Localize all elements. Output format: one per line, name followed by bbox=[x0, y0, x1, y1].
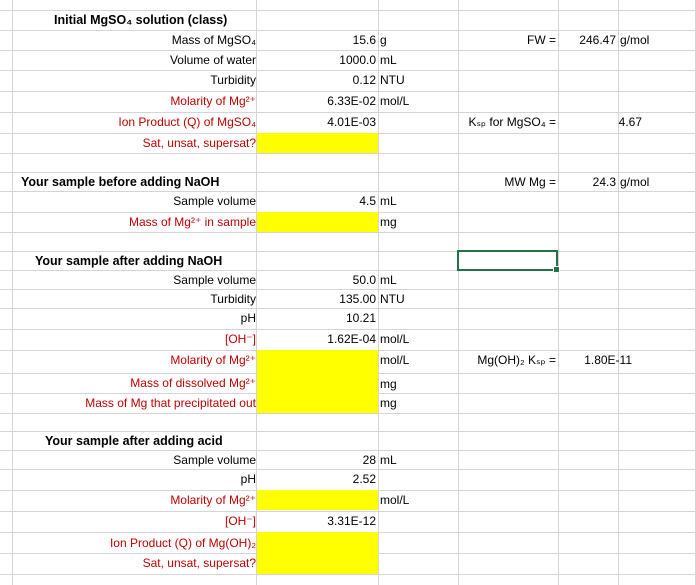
label-oh-naoh: [OH⁻] bbox=[224, 332, 256, 346]
unit-turbidity-naoh: NTU bbox=[380, 292, 405, 306]
unit-mass-mgso4: g bbox=[380, 33, 387, 47]
unit-turbidity-initial: NTU bbox=[380, 73, 405, 87]
gridline bbox=[0, 91, 696, 92]
gridline bbox=[0, 450, 696, 451]
section-title-initial: Initial MgSO₄ solution (class) bbox=[54, 13, 228, 27]
input-sat-initial[interactable] bbox=[257, 133, 378, 153]
label-volume-water: Volume of water bbox=[169, 53, 256, 67]
label-sat-initial: Sat, unsat, supersat? bbox=[142, 136, 256, 150]
input-molarity-acid[interactable] bbox=[257, 490, 378, 510]
gridline bbox=[0, 270, 696, 271]
value-mgoh-ksp[interactable]: 1.80E-11 bbox=[584, 353, 632, 367]
label-fw: FW = bbox=[527, 33, 556, 47]
label-precipitated-mg: Mass of Mg that precipitated out bbox=[85, 396, 256, 410]
value-oh-naoh[interactable]: 1.62E-04 bbox=[327, 332, 376, 346]
gridline bbox=[0, 172, 696, 173]
selected-cell[interactable] bbox=[457, 250, 560, 273]
value-volume-water[interactable]: 1000.0 bbox=[339, 53, 376, 67]
unit-oh-naoh: mol/L bbox=[380, 332, 410, 346]
label-molarity-naoh: Molarity of Mg²⁺ bbox=[170, 353, 256, 367]
label-oh-acid: [OH⁻] bbox=[224, 514, 256, 528]
label-mgoh-ksp: Mg(OH)₂ Kₛₚ = bbox=[477, 353, 556, 367]
gridline bbox=[558, 0, 559, 585]
label-mw-mg: MW Mg = bbox=[504, 175, 556, 189]
label-mass-mgso4: Mass of MgSO₄ bbox=[171, 33, 256, 47]
unit-precipitated-mg: mg bbox=[380, 396, 397, 410]
gridline bbox=[0, 574, 696, 575]
gridline bbox=[0, 511, 696, 512]
unit-mw-mg: g/mol bbox=[620, 175, 650, 189]
gridline bbox=[0, 50, 696, 51]
gridline bbox=[256, 0, 257, 585]
gridline bbox=[0, 191, 696, 192]
label-dissolved-mg: Mass of dissolved Mg²⁺ bbox=[130, 376, 256, 390]
label-molarity-acid: Molarity of Mg²⁺ bbox=[170, 493, 256, 507]
value-turbidity-naoh[interactable]: 135.00 bbox=[339, 292, 376, 306]
gridline bbox=[618, 0, 619, 585]
value-ksp-mgso4[interactable]: 4.67 bbox=[618, 115, 642, 129]
gridline bbox=[12, 0, 13, 585]
gridline bbox=[0, 413, 696, 414]
gridline bbox=[458, 0, 459, 585]
gridline bbox=[0, 70, 696, 71]
unit-dissolved-mg: mg bbox=[380, 377, 397, 391]
unit-volume-water: mL bbox=[380, 53, 397, 67]
section-title-after-naoh: Your sample after adding NaOH bbox=[35, 254, 223, 268]
unit-sample-volume-acid: mL bbox=[380, 453, 397, 467]
gridline bbox=[0, 30, 696, 31]
label-ksp-mgso4: Kₛₚ for MgSO₄ = bbox=[468, 115, 556, 129]
unit-sample-volume-naoh: mL bbox=[380, 273, 397, 287]
gridline bbox=[0, 289, 696, 290]
label-ion-product-mgso4: Ion Product (Q) of MgSO₄ bbox=[118, 115, 256, 129]
value-sample-volume-before[interactable]: 4.5 bbox=[359, 194, 376, 208]
label-ph-acid: pH bbox=[240, 472, 256, 486]
unit-sample-volume-before: mL bbox=[380, 194, 397, 208]
label-sat-acid: Sat, unsat, supersat? bbox=[142, 556, 256, 570]
gridline bbox=[378, 0, 379, 585]
value-mw-mg[interactable]: 24.3 bbox=[592, 175, 616, 189]
value-molarity-initial[interactable]: 6.33E-02 bbox=[327, 94, 376, 108]
gridline bbox=[0, 431, 696, 432]
gridline bbox=[0, 329, 696, 330]
label-sample-volume-before: Sample volume bbox=[173, 194, 256, 208]
label-ph-naoh: pH bbox=[240, 311, 256, 325]
label-molarity-initial: Molarity of Mg²⁺ bbox=[170, 94, 256, 108]
value-ph-naoh[interactable]: 10.21 bbox=[345, 311, 376, 325]
value-ph-acid[interactable]: 2.52 bbox=[352, 472, 376, 486]
gridline bbox=[0, 112, 696, 113]
unit-molarity-naoh: mol/L bbox=[380, 353, 410, 367]
gridline bbox=[0, 10, 696, 11]
label-ion-product-mgoh: Ion Product (Q) of Mg(OH)₂ bbox=[109, 536, 256, 550]
label-mass-mg-sample: Mass of Mg²⁺ in sample bbox=[128, 215, 256, 229]
unit-molarity-initial: mol/L bbox=[380, 94, 410, 108]
label-turbidity-naoh: Turbidity bbox=[210, 292, 256, 306]
label-sample-volume-naoh: Sample volume bbox=[173, 273, 256, 287]
unit-fw: g/mol bbox=[620, 33, 650, 47]
gridline bbox=[0, 232, 696, 233]
section-title-after-acid: Your sample after adding acid bbox=[45, 434, 223, 448]
value-fw[interactable]: 246.47 bbox=[579, 33, 616, 47]
gridline bbox=[0, 153, 696, 154]
unit-molarity-acid: mol/L bbox=[380, 493, 410, 507]
value-ion-product-mgso4[interactable]: 4.01E-03 bbox=[327, 115, 376, 129]
input-mass-mg-sample[interactable] bbox=[257, 212, 378, 232]
value-turbidity-initial[interactable]: 0.12 bbox=[352, 73, 376, 87]
unit-mass-mg-sample: mg bbox=[380, 215, 397, 229]
label-sample-volume-acid: Sample volume bbox=[173, 453, 256, 467]
section-title-before-naoh: Your sample before adding NaOH bbox=[21, 175, 220, 189]
gridline bbox=[0, 251, 696, 252]
value-oh-acid[interactable]: 3.31E-12 bbox=[327, 514, 376, 528]
input-block-naoh[interactable] bbox=[257, 350, 378, 413]
value-sample-volume-acid[interactable]: 28 bbox=[362, 453, 376, 467]
value-mass-mgso4[interactable]: 15.6 bbox=[352, 33, 376, 47]
gridline bbox=[0, 469, 696, 470]
input-block-acid[interactable] bbox=[257, 532, 378, 574]
gridline bbox=[0, 308, 696, 309]
value-sample-volume-naoh[interactable]: 50.0 bbox=[352, 273, 376, 287]
label-turbidity-initial: Turbidity bbox=[210, 73, 256, 87]
